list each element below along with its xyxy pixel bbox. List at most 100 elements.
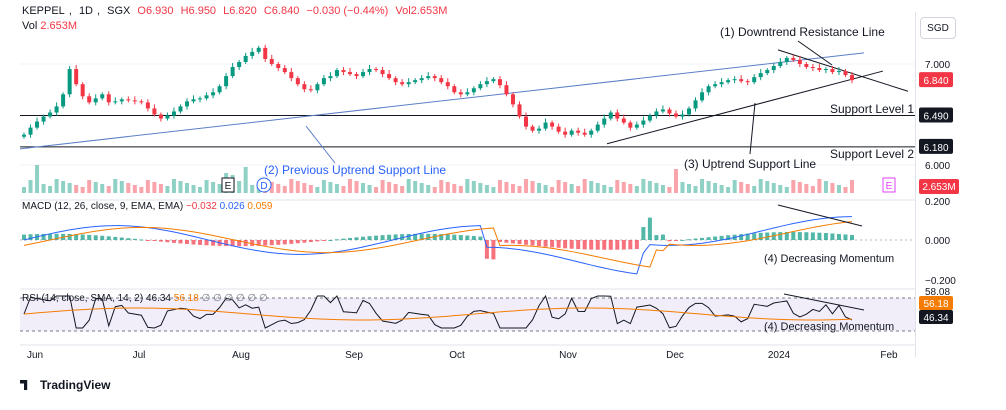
- candle[interactable]: [569, 130, 574, 135]
- candle[interactable]: [328, 76, 333, 79]
- tradingview-logo[interactable]: TradingView: [20, 378, 110, 392]
- candle[interactable]: [308, 89, 313, 91]
- candle[interactable]: [445, 82, 450, 87]
- candle[interactable]: [230, 67, 235, 77]
- dividend-marker[interactable]: D: [256, 177, 272, 193]
- candle[interactable]: [693, 100, 698, 109]
- candle[interactable]: [413, 80, 418, 83]
- previous-uptrend-line[interactable]: [19, 52, 865, 150]
- candle[interactable]: [152, 108, 157, 115]
- candle[interactable]: [295, 78, 300, 85]
- candle[interactable]: [354, 74, 359, 77]
- candle[interactable]: [713, 84, 718, 87]
- candle[interactable]: [634, 124, 639, 128]
- candle[interactable]: [374, 69, 379, 71]
- candle[interactable]: [269, 58, 274, 64]
- candle[interactable]: [387, 74, 392, 79]
- candle[interactable]: [797, 59, 802, 64]
- candle[interactable]: [113, 101, 118, 103]
- candle[interactable]: [517, 104, 522, 117]
- candle[interactable]: [687, 108, 692, 115]
- candle[interactable]: [432, 76, 437, 79]
- candle[interactable]: [491, 79, 496, 82]
- candle[interactable]: [458, 92, 463, 95]
- candle[interactable]: [739, 79, 744, 82]
- candle[interactable]: [595, 124, 600, 131]
- candle[interactable]: [719, 82, 724, 85]
- downtrend-resistance-line[interactable]: [777, 49, 909, 92]
- candle[interactable]: [700, 92, 705, 101]
- candle[interactable]: [302, 84, 307, 90]
- candle[interactable]: [393, 78, 398, 83]
- candle[interactable]: [556, 126, 561, 132]
- candle[interactable]: [778, 61, 783, 67]
- candle[interactable]: [211, 92, 216, 96]
- candle[interactable]: [406, 82, 411, 85]
- uptrend-support-line[interactable]: [606, 70, 884, 145]
- candle[interactable]: [282, 68, 287, 73]
- candle[interactable]: [850, 75, 854, 81]
- candle[interactable]: [589, 130, 594, 135]
- candle[interactable]: [823, 69, 828, 71]
- candle[interactable]: [380, 70, 385, 75]
- candle[interactable]: [145, 102, 150, 109]
- candle[interactable]: [224, 76, 229, 87]
- symbol-name[interactable]: KEPPEL: [22, 5, 65, 17]
- candle[interactable]: [263, 47, 268, 59]
- candle[interactable]: [804, 64, 809, 68]
- candle[interactable]: [347, 72, 352, 75]
- macd-title[interactable]: MACD (12, 26, close, 9, EMA, EMA): [22, 201, 184, 212]
- candle[interactable]: [289, 72, 294, 79]
- candle[interactable]: [563, 131, 568, 135]
- candle[interactable]: [87, 96, 92, 103]
- rsi-title[interactable]: RSI (14, close, SMA, 14, 2): [22, 293, 144, 304]
- candle[interactable]: [843, 71, 848, 76]
- earnings-marker-1[interactable]: E: [221, 177, 235, 193]
- candle[interactable]: [497, 79, 502, 86]
- candle[interactable]: [184, 101, 189, 107]
- candle[interactable]: [426, 76, 431, 79]
- candle[interactable]: [41, 116, 46, 122]
- candle[interactable]: [752, 77, 757, 83]
- candle[interactable]: [74, 69, 79, 85]
- candle[interactable]: [765, 70, 770, 74]
- candle[interactable]: [504, 85, 509, 95]
- earnings-marker-2[interactable]: E: [882, 177, 896, 193]
- candle[interactable]: [660, 109, 665, 112]
- candle[interactable]: [400, 82, 405, 85]
- candle[interactable]: [465, 92, 470, 95]
- candle[interactable]: [100, 94, 105, 99]
- candle[interactable]: [758, 73, 763, 78]
- candle[interactable]: [243, 55, 248, 62]
- candle[interactable]: [80, 84, 85, 97]
- candle[interactable]: [615, 112, 620, 119]
- candle[interactable]: [61, 94, 66, 107]
- macd-line[interactable]: [23, 216, 853, 275]
- candle[interactable]: [771, 66, 776, 71]
- candle[interactable]: [315, 84, 320, 91]
- candle[interactable]: [621, 118, 626, 123]
- candle[interactable]: [250, 51, 255, 56]
- candle[interactable]: [830, 69, 835, 73]
- candle[interactable]: [732, 79, 737, 81]
- candle[interactable]: [537, 128, 542, 131]
- candle[interactable]: [48, 112, 53, 117]
- candle[interactable]: [132, 100, 137, 102]
- candle[interactable]: [171, 111, 176, 116]
- candle[interactable]: [478, 84, 483, 89]
- candle[interactable]: [471, 88, 476, 93]
- candle[interactable]: [191, 99, 196, 102]
- candle[interactable]: [276, 64, 281, 69]
- candle[interactable]: [810, 67, 815, 69]
- candle[interactable]: [93, 98, 98, 103]
- candle[interactable]: [439, 78, 444, 83]
- macd-signal-line[interactable]: [23, 221, 853, 268]
- candle[interactable]: [217, 86, 222, 93]
- price-candles[interactable]: [22, 44, 854, 139]
- candle[interactable]: [745, 81, 750, 83]
- candle[interactable]: [706, 86, 711, 93]
- candle[interactable]: [791, 57, 796, 60]
- candle[interactable]: [680, 114, 685, 117]
- candle[interactable]: [256, 47, 261, 52]
